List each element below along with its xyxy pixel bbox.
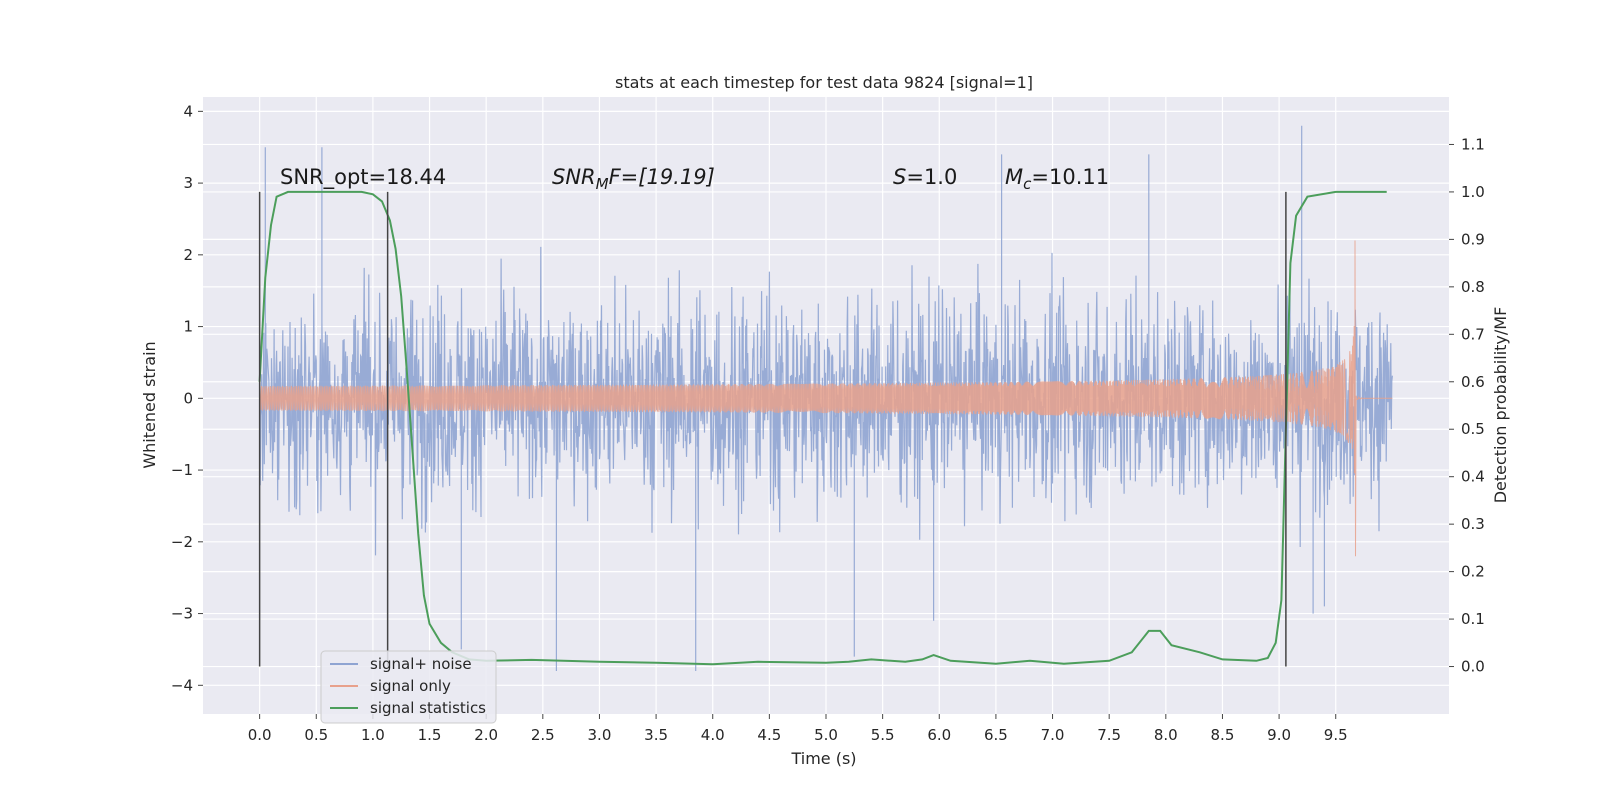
y-tick-label: 3 — [183, 174, 193, 192]
x-tick-label: 9.5 — [1324, 726, 1348, 744]
x-tick-label: 8.0 — [1154, 726, 1178, 744]
y2-axis-label: Detection probability/MF — [1491, 307, 1510, 504]
y-tick-label: −1 — [171, 461, 193, 479]
y2-tick-label: 0.1 — [1461, 610, 1485, 628]
y2-tick-label: 0.5 — [1461, 420, 1485, 438]
x-tick-label: 3.0 — [588, 726, 612, 744]
x-tick-label: 0.5 — [304, 726, 328, 744]
x-tick-label: 1.0 — [361, 726, 385, 744]
annotation-snr-opt: SNR_opt=18.44 — [280, 165, 446, 190]
x-tick-label: 2.0 — [474, 726, 498, 744]
y2-tick-label: 0.0 — [1461, 658, 1485, 676]
y2-tick-label: 0.6 — [1461, 373, 1485, 391]
y2-tick-label: 1.0 — [1461, 183, 1485, 201]
y-tick-label: −3 — [171, 605, 193, 623]
x-tick-label: 1.5 — [418, 726, 442, 744]
annotation-s-value: =1.0 — [906, 165, 957, 189]
annotation-s: S=1.0 — [893, 165, 957, 189]
y-tick-label: 4 — [183, 102, 193, 120]
legend-label-signal-statistics: signal statistics — [370, 699, 486, 717]
x-tick-label: 5.0 — [814, 726, 838, 744]
legend-box — [320, 650, 497, 724]
vertical-markers — [258, 191, 1287, 667]
y2-tick-label: 0.7 — [1461, 325, 1485, 343]
annotation-snr-mf: SNRMF=[19.19] — [552, 165, 715, 193]
x-tick-label: 7.5 — [1097, 726, 1121, 744]
x-tick-label: 3.5 — [644, 726, 668, 744]
legend-label-signal-only: signal only — [370, 677, 451, 695]
chart-title: stats at each timestep for test data 982… — [615, 73, 1033, 92]
y2-tick-label: 0.4 — [1461, 468, 1485, 486]
series-line — [259, 240, 1393, 557]
y-tick-label: −2 — [171, 533, 193, 551]
annotation-s-symbol: S — [893, 165, 906, 189]
annotation-snr-mf-symbol: SNR — [552, 165, 596, 189]
y-axis-label: Whitened strain — [140, 341, 159, 468]
series-signal-only — [259, 240, 1393, 557]
x-tick-label: 8.5 — [1211, 726, 1235, 744]
x-tick-label: 6.0 — [927, 726, 951, 744]
x-tick-label: 0.0 — [248, 726, 272, 744]
annotation-mc: Mc=10.11 — [1005, 165, 1109, 193]
y2-tick-label: 0.8 — [1461, 278, 1485, 296]
annotation-mc-value: =10.11 — [1031, 165, 1109, 189]
y-axis-ticks: 4 3 2 1 0 −1 −2 −3 −4 — [171, 102, 203, 694]
series-line — [258, 190, 1387, 666]
x-tick-label: 4.5 — [757, 726, 781, 744]
legend-label-signal-plus-noise: signal+ noise — [370, 655, 472, 673]
y-tick-label: 2 — [183, 246, 193, 264]
y2-axis-ticks: 1.1 1.0 0.9 0.8 0.7 0.6 0.5 0.4 0.3 0.2 0.1 0.0 — [1449, 135, 1485, 676]
x-axis-ticks: 0.0 0.5 1.0 1.5 2.0 2.5 3.0 3.5 4.0 4.5 5.0 5.5 6.0 6… — [248, 714, 1348, 744]
y2-tick-label: 0.3 — [1461, 515, 1485, 533]
legend: signal+ noise signal only signal statist… — [320, 650, 497, 724]
annotation-mc-symbol: M — [1005, 165, 1023, 189]
y-tick-label: −4 — [171, 676, 193, 694]
y2-tick-label: 0.2 — [1461, 563, 1485, 581]
x-tick-label: 2.5 — [531, 726, 555, 744]
x-tick-label: 9.0 — [1267, 726, 1291, 744]
annotation-snr-mf-value: F=[19.19] — [609, 165, 715, 189]
x-axis-label: Time (s) — [790, 749, 856, 768]
series-signal-statistics — [258, 190, 1387, 666]
annotation-mc-subscript: c — [1023, 175, 1032, 193]
y2-tick-label: 1.1 — [1461, 135, 1485, 153]
x-tick-label: 7.0 — [1041, 726, 1065, 744]
x-tick-label: 6.5 — [984, 726, 1008, 744]
x-tick-label: 5.5 — [871, 726, 895, 744]
y2-tick-label: 0.9 — [1461, 230, 1485, 248]
y-tick-label: 0 — [183, 389, 193, 407]
annotation-snr-mf-subscript: M — [596, 175, 609, 193]
y-tick-label: 1 — [183, 318, 193, 336]
x-tick-label: 4.0 — [701, 726, 725, 744]
